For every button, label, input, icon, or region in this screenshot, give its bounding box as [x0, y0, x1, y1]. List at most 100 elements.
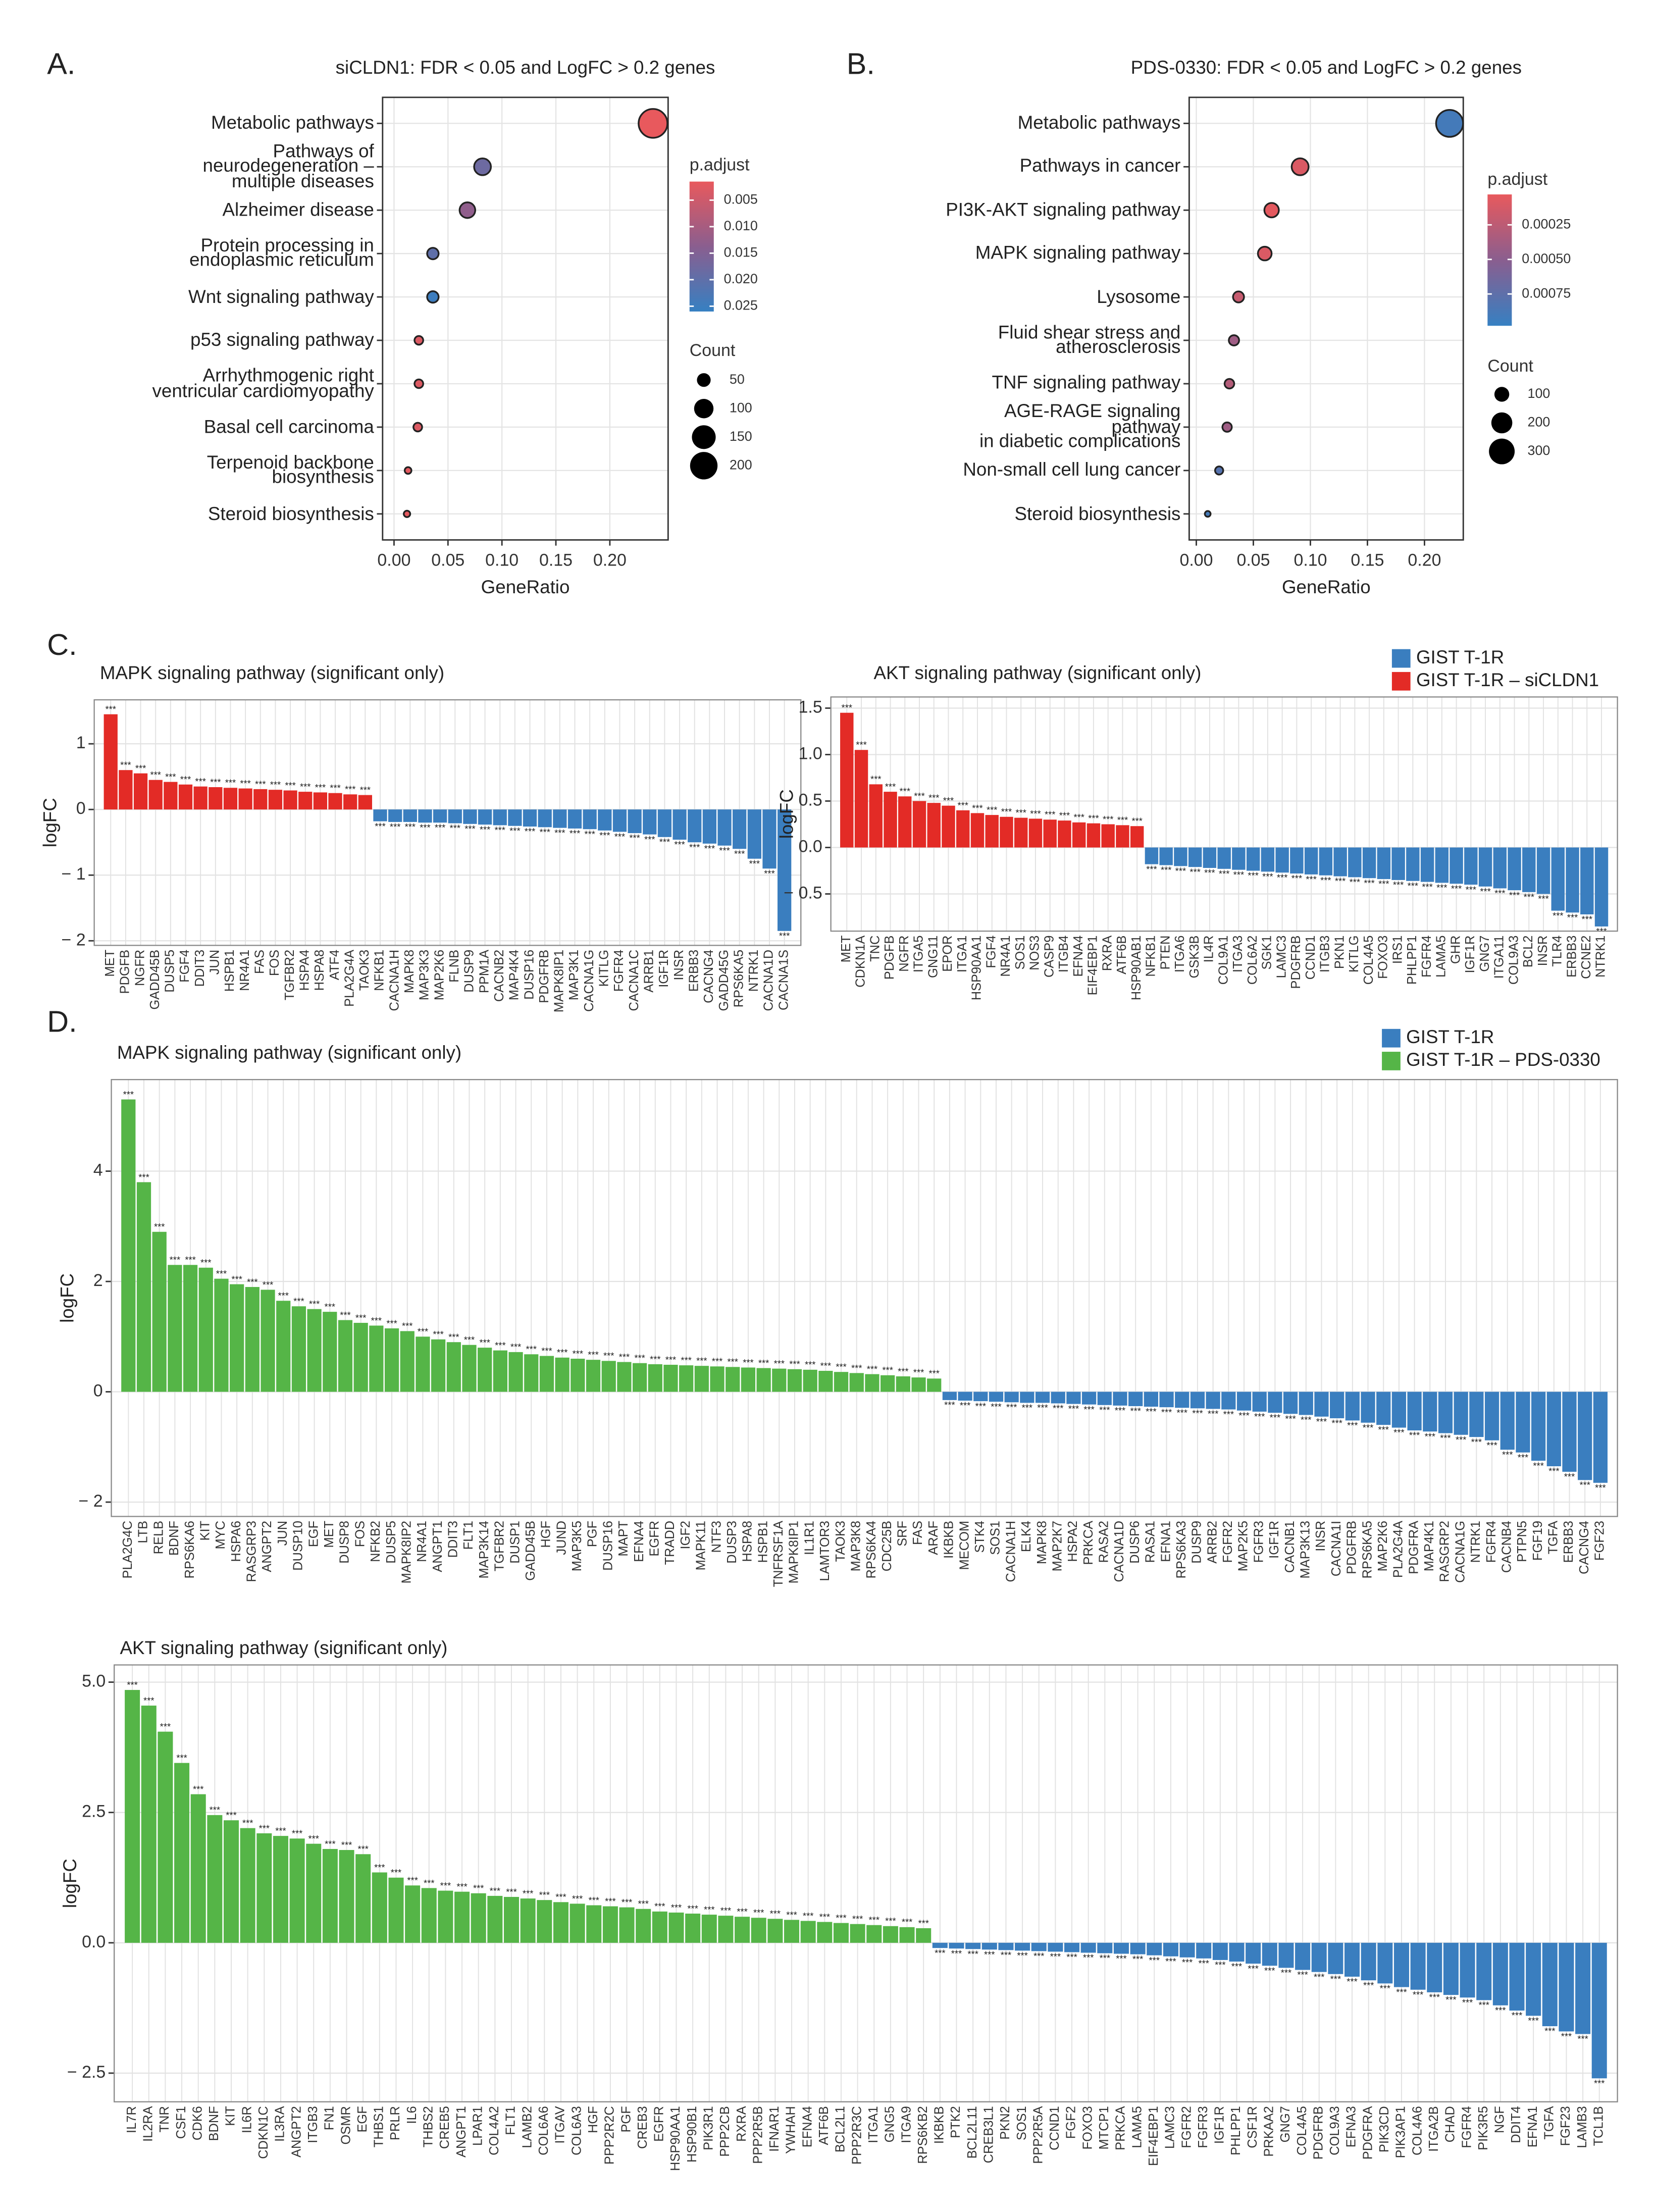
- bar: [174, 1763, 190, 1943]
- x-tick-label: NTF3: [709, 1521, 723, 1553]
- significance-label: ***: [589, 1895, 599, 1906]
- x-tick-label: COL6A3: [570, 2106, 584, 2155]
- significance-label: ***: [1456, 1434, 1466, 1445]
- size-key-label: 100: [1528, 386, 1550, 401]
- x-tick-label: COL4A5: [1362, 936, 1376, 985]
- bar: [1460, 1942, 1475, 1998]
- bar: [1179, 1942, 1195, 1958]
- significance-label: ***: [1314, 1972, 1324, 1982]
- bar: [817, 1922, 833, 1943]
- significance-label: ***: [960, 1400, 970, 1411]
- bar: [701, 1915, 717, 1943]
- x-tick-label: JUN: [208, 950, 222, 974]
- bar: [487, 1895, 503, 1943]
- significance-label: ***: [240, 778, 250, 789]
- x-tick-label: MAP4K1: [1422, 1521, 1436, 1571]
- significance-label: ***: [1429, 1992, 1440, 2002]
- x-tick-label: SGK1: [1260, 936, 1274, 970]
- bar: [323, 1312, 337, 1392]
- x-tick-label: ANGPT1: [431, 1521, 445, 1572]
- bar: [1566, 847, 1579, 913]
- bar: [1130, 1942, 1146, 1954]
- bar: [1304, 847, 1318, 874]
- x-tick-label: 0.15: [1351, 551, 1384, 570]
- x-tick-label: EGF: [355, 2106, 370, 2132]
- x-tick-label: RPS6KA4: [864, 1521, 878, 1579]
- bar: [1000, 816, 1013, 848]
- x-tick-label: TCL1B: [1591, 2106, 1606, 2146]
- bar: [942, 805, 955, 848]
- x-tick-label: EPOR: [941, 936, 955, 972]
- bar: [869, 784, 883, 848]
- legend-swatch: [1391, 649, 1411, 668]
- significance-label: ***: [1068, 1404, 1079, 1414]
- bar: [787, 1369, 802, 1392]
- bar: [328, 793, 342, 810]
- x-tick-label: FGFR3: [1196, 2106, 1210, 2148]
- x-tick-label: RASA1: [1144, 1521, 1158, 1563]
- significance-label: ***: [758, 1358, 769, 1368]
- category-label-box: Terpenoid backbone biosynthesis: [207, 452, 374, 486]
- significance-label: ***: [836, 1913, 846, 1923]
- significance-label: ***: [216, 1268, 227, 1279]
- bar: [949, 1942, 964, 1949]
- significance-label: ***: [1320, 875, 1331, 886]
- x-tick-label: DUSP16: [601, 1521, 615, 1571]
- bar: [416, 1336, 430, 1392]
- x-tick-label: IL6R: [240, 2106, 254, 2133]
- legend-title: Count: [1487, 356, 1533, 376]
- significance-label: ***: [1238, 1410, 1249, 1421]
- significance-label: ***: [1436, 883, 1447, 893]
- y-tick-label: Fluid shear stress and atherosclerosis: [998, 321, 1181, 357]
- bar: [322, 1848, 338, 1943]
- x-tick-label: FGF4: [178, 950, 192, 983]
- bar: [899, 1927, 915, 1943]
- x-tick-label: LPAR1: [471, 2106, 485, 2146]
- significance-label: ***: [490, 1885, 500, 1896]
- panel-letter: A.: [47, 46, 75, 80]
- x-tick-label: LAMA5: [1434, 936, 1448, 978]
- significance-label: ***: [573, 1348, 583, 1359]
- significance-label: ***: [325, 1301, 335, 1312]
- bar: [421, 1888, 437, 1943]
- significance-label: ***: [842, 702, 852, 713]
- significance-label: ***: [869, 1915, 879, 1925]
- bar: [598, 809, 612, 831]
- significance-label: ***: [851, 1363, 862, 1373]
- x-tick-label: THBS2: [421, 2106, 435, 2147]
- bar: [1066, 1392, 1081, 1404]
- category-label-box: AGE-RAGE signaling pathway in diabetic c…: [979, 402, 1180, 450]
- significance-label: ***: [1466, 884, 1476, 895]
- significance-label: ***: [681, 1355, 691, 1365]
- y-tick-label: Metabolic pathways: [1017, 112, 1181, 133]
- bar: [1081, 1392, 1097, 1405]
- x-tick-label: FOXO3: [1376, 936, 1390, 979]
- bar: [688, 809, 702, 843]
- significance-label: ***: [654, 1901, 665, 1912]
- bar: [1516, 1392, 1530, 1453]
- x-tick-label: NGF: [1493, 2106, 1507, 2133]
- category-label-box: Wnt signaling pathway: [188, 287, 374, 305]
- size-key: [692, 425, 716, 449]
- significance-label: ***: [340, 1310, 350, 1320]
- significance-label: ***: [1177, 1407, 1187, 1418]
- bar: [1097, 1392, 1112, 1405]
- x-tick-label: ITGAV: [553, 2106, 567, 2143]
- x-tick-label: CACNB2: [492, 950, 506, 1002]
- y-tick-label: − 2.5: [67, 2063, 106, 2082]
- significance-label: ***: [1445, 1994, 1456, 2005]
- plot-border: [111, 1079, 1618, 1517]
- color-tick-label: 0.005: [724, 191, 758, 207]
- bar: [973, 1392, 988, 1402]
- significance-label: ***: [689, 842, 700, 852]
- bar: [1406, 847, 1420, 881]
- x-tick-label: ATF6B: [1115, 936, 1129, 974]
- dot: [403, 509, 411, 518]
- x-tick-label: MAP2K6: [432, 950, 446, 1000]
- significance-label: ***: [1451, 883, 1462, 894]
- bar: [523, 809, 537, 827]
- category-label-box: MAPK signaling pathway: [975, 243, 1181, 262]
- x-tick-label: FGF23: [1593, 1521, 1607, 1561]
- significance-label: ***: [1533, 1460, 1543, 1471]
- size-key: [1494, 387, 1510, 402]
